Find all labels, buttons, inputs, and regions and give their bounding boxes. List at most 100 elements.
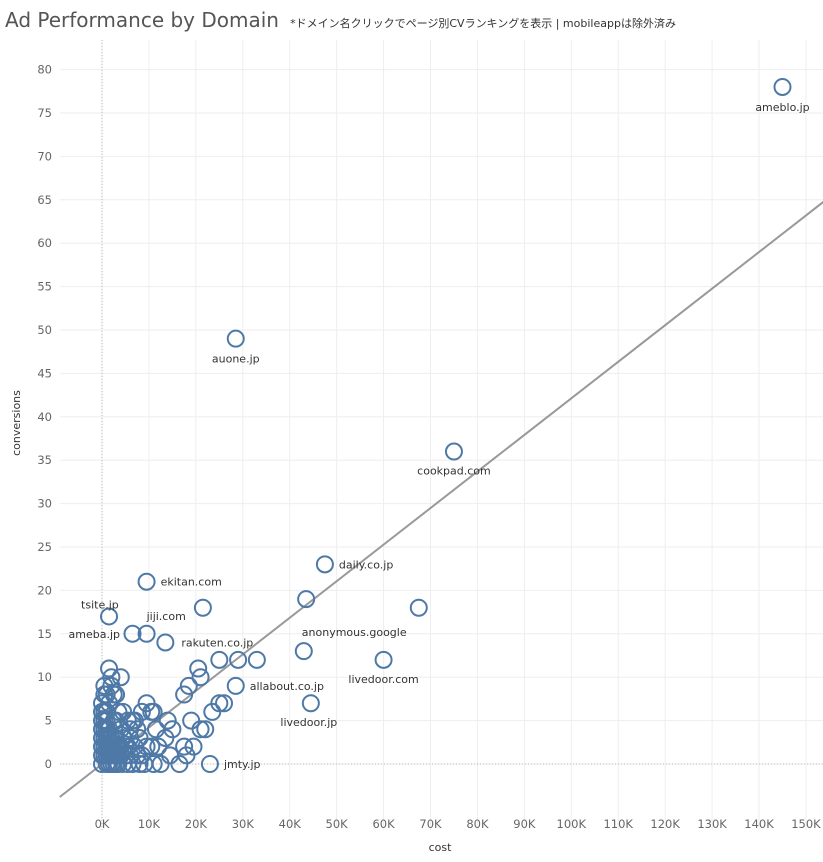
data-point[interactable] — [210, 650, 229, 669]
data-point-ameba-jp[interactable] — [123, 624, 142, 643]
data-point[interactable] — [142, 702, 161, 721]
data-point-jiji-com[interactable] — [137, 624, 156, 643]
data-point[interactable] — [297, 590, 316, 609]
y-tick-label: 20 — [37, 583, 52, 597]
data-point[interactable] — [182, 711, 201, 730]
data-point[interactable] — [116, 737, 135, 756]
data-point[interactable] — [175, 685, 194, 704]
data-point[interactable] — [149, 737, 168, 756]
data-point-ameblo-jp[interactable] — [773, 77, 792, 96]
y-tick-label: 5 — [45, 714, 52, 728]
data-point-tsite-jp[interactable] — [100, 607, 119, 626]
data-point[interactable] — [189, 659, 208, 678]
x-tick-label: 40K — [279, 817, 302, 831]
point-label[interactable]: auone.jp — [212, 353, 260, 366]
data-point[interactable] — [137, 737, 156, 756]
y-axis: 0 5 10 15 20 25 30 35 40 45 50 55 60 65 70 75 80 — [37, 63, 52, 771]
x-axis: 0K 10K 20K 30K 40K 50K 60K 70K 80K 90K 100K 110K 120… — [95, 817, 822, 831]
data-point[interactable] — [146, 720, 165, 739]
point-label[interactable]: anonymous.google — [302, 626, 407, 639]
x-tick-label: 140K — [744, 817, 774, 831]
y-tick-label: 40 — [37, 410, 52, 424]
data-point[interactable] — [144, 755, 163, 773]
data-point-allabout-co-jp[interactable] — [226, 676, 245, 695]
x-tick-label: 100K — [557, 817, 587, 831]
y-tick-label: 15 — [37, 627, 52, 641]
point-label[interactable]: tsite.jp — [81, 598, 119, 611]
data-point[interactable] — [137, 694, 156, 713]
data-point[interactable] — [179, 676, 198, 695]
y-tick-label: 50 — [37, 323, 52, 337]
data-point[interactable] — [95, 676, 114, 695]
data-point-auone-jp[interactable] — [226, 329, 245, 348]
data-point-jmty-jp[interactable] — [200, 755, 219, 773]
point-label[interactable]: jmty.jp — [223, 758, 261, 771]
x-tick-label: 30K — [232, 817, 255, 831]
data-point[interactable] — [215, 694, 234, 713]
x-tick-label: 150K — [791, 817, 821, 831]
grid-lines — [60, 40, 823, 830]
x-axis-title: cost — [429, 841, 453, 854]
x-tick-label: 110K — [603, 817, 633, 831]
y-tick-label: 30 — [37, 497, 52, 511]
data-point[interactable] — [247, 650, 266, 669]
x-tick-label: 70K — [419, 817, 442, 831]
chart-header: Ad Performance by Domain *ドメイン名クリックでページ別… — [5, 8, 676, 32]
point-label[interactable]: ameblo.jp — [755, 101, 809, 114]
point-label[interactable]: daily.co.jp — [339, 558, 393, 571]
trend-line — [59, 200, 823, 798]
data-point-anonymous-google[interactable] — [294, 642, 313, 661]
y-tick-label: 80 — [37, 63, 52, 77]
data-point[interactable] — [158, 711, 177, 730]
chart-title: Ad Performance by Domain — [5, 8, 279, 32]
data-point[interactable] — [107, 755, 126, 773]
data-point[interactable] — [100, 659, 119, 678]
point-label[interactable]: allabout.co.jp — [250, 680, 324, 693]
data-points — [93, 77, 792, 773]
data-point-livedoor-jp[interactable] — [301, 694, 320, 713]
y-tick-label: 65 — [37, 193, 52, 207]
point-label[interactable]: rakuten.co.jp — [181, 636, 253, 649]
data-point-rakuten-co-jp[interactable] — [156, 633, 175, 652]
point-label[interactable]: livedoor.com — [348, 673, 418, 686]
point-label[interactable]: jiji.com — [146, 610, 186, 623]
data-point-livedoor-com[interactable] — [374, 650, 393, 669]
data-point[interactable] — [203, 702, 222, 721]
y-tick-label: 60 — [37, 236, 52, 250]
y-tick-label: 70 — [37, 149, 52, 163]
point-label[interactable]: ekitan.com — [161, 576, 222, 589]
data-point[interactable] — [191, 668, 210, 687]
trend-line-group — [59, 200, 823, 798]
data-point[interactable] — [175, 737, 194, 756]
data-point[interactable] — [97, 702, 116, 721]
data-point[interactable] — [135, 755, 154, 773]
data-point[interactable] — [229, 650, 248, 669]
point-label[interactable]: ameba.jp — [69, 628, 120, 641]
data-point-ekitan-com[interactable] — [137, 572, 156, 591]
x-tick-label: 60K — [372, 817, 395, 831]
x-tick-label: 20K — [185, 817, 208, 831]
x-tick-label: 120K — [650, 817, 680, 831]
point-label[interactable]: cookpad.com — [417, 465, 491, 478]
y-tick-label: 75 — [37, 106, 52, 120]
y-tick-label: 35 — [37, 453, 52, 467]
data-point[interactable] — [95, 685, 114, 704]
data-point[interactable] — [93, 694, 111, 713]
data-point[interactable] — [100, 694, 119, 713]
data-point[interactable] — [118, 711, 137, 730]
data-point[interactable] — [125, 737, 144, 756]
data-point[interactable] — [193, 598, 212, 617]
point-label[interactable]: livedoor.jp — [280, 716, 337, 729]
x-tick-label: 130K — [697, 817, 727, 831]
data-point-daily-co-jp[interactable] — [315, 555, 334, 574]
data-point-cookpad-com[interactable] — [444, 442, 463, 461]
data-point[interactable] — [409, 598, 428, 617]
chart-subtitle: *ドメイン名クリックでページ別CVランキングを表示 | mobileappは除外… — [290, 17, 676, 30]
data-point[interactable] — [130, 755, 149, 773]
data-point[interactable] — [95, 711, 114, 730]
data-point[interactable] — [111, 746, 130, 765]
data-point[interactable] — [161, 746, 180, 765]
data-point[interactable] — [196, 720, 215, 739]
y-tick-label: 55 — [37, 280, 52, 294]
